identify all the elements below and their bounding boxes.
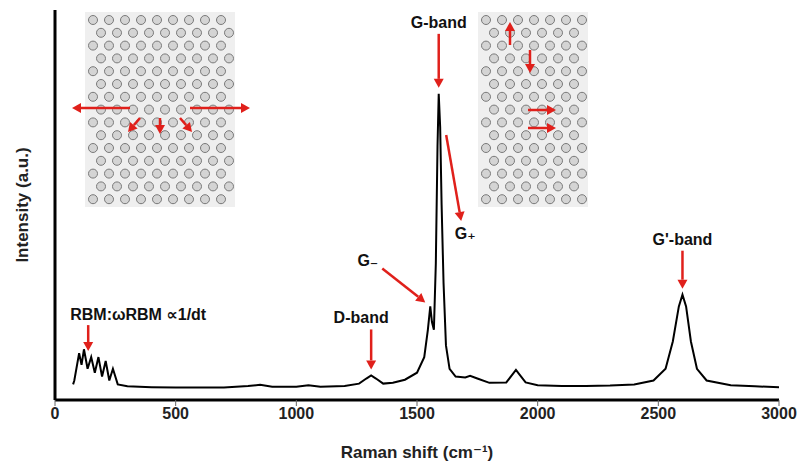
svg-text:1500: 1500 [399,405,435,422]
svg-text:RBM:ωRBM ∝1/dt: RBM:ωRBM ∝1/dt [70,306,207,323]
svg-text:2500: 2500 [641,405,677,422]
svg-text:3000: 3000 [761,405,797,422]
svg-text:2000: 2000 [520,405,556,422]
svg-text:500: 500 [162,405,189,422]
svg-text:D-band: D-band [334,309,389,326]
svg-text:0: 0 [51,405,60,422]
svg-text:1000: 1000 [279,405,315,422]
svg-text:Raman shift (cm⁻¹): Raman shift (cm⁻¹) [341,443,494,462]
svg-text:G'-band: G'-band [653,231,713,248]
svg-text:G-band: G-band [411,14,467,31]
svg-text:Intensity (a.u.): Intensity (a.u.) [13,147,32,262]
svg-text:G₋: G₋ [357,252,378,269]
svg-text:G₊: G₊ [455,225,476,242]
